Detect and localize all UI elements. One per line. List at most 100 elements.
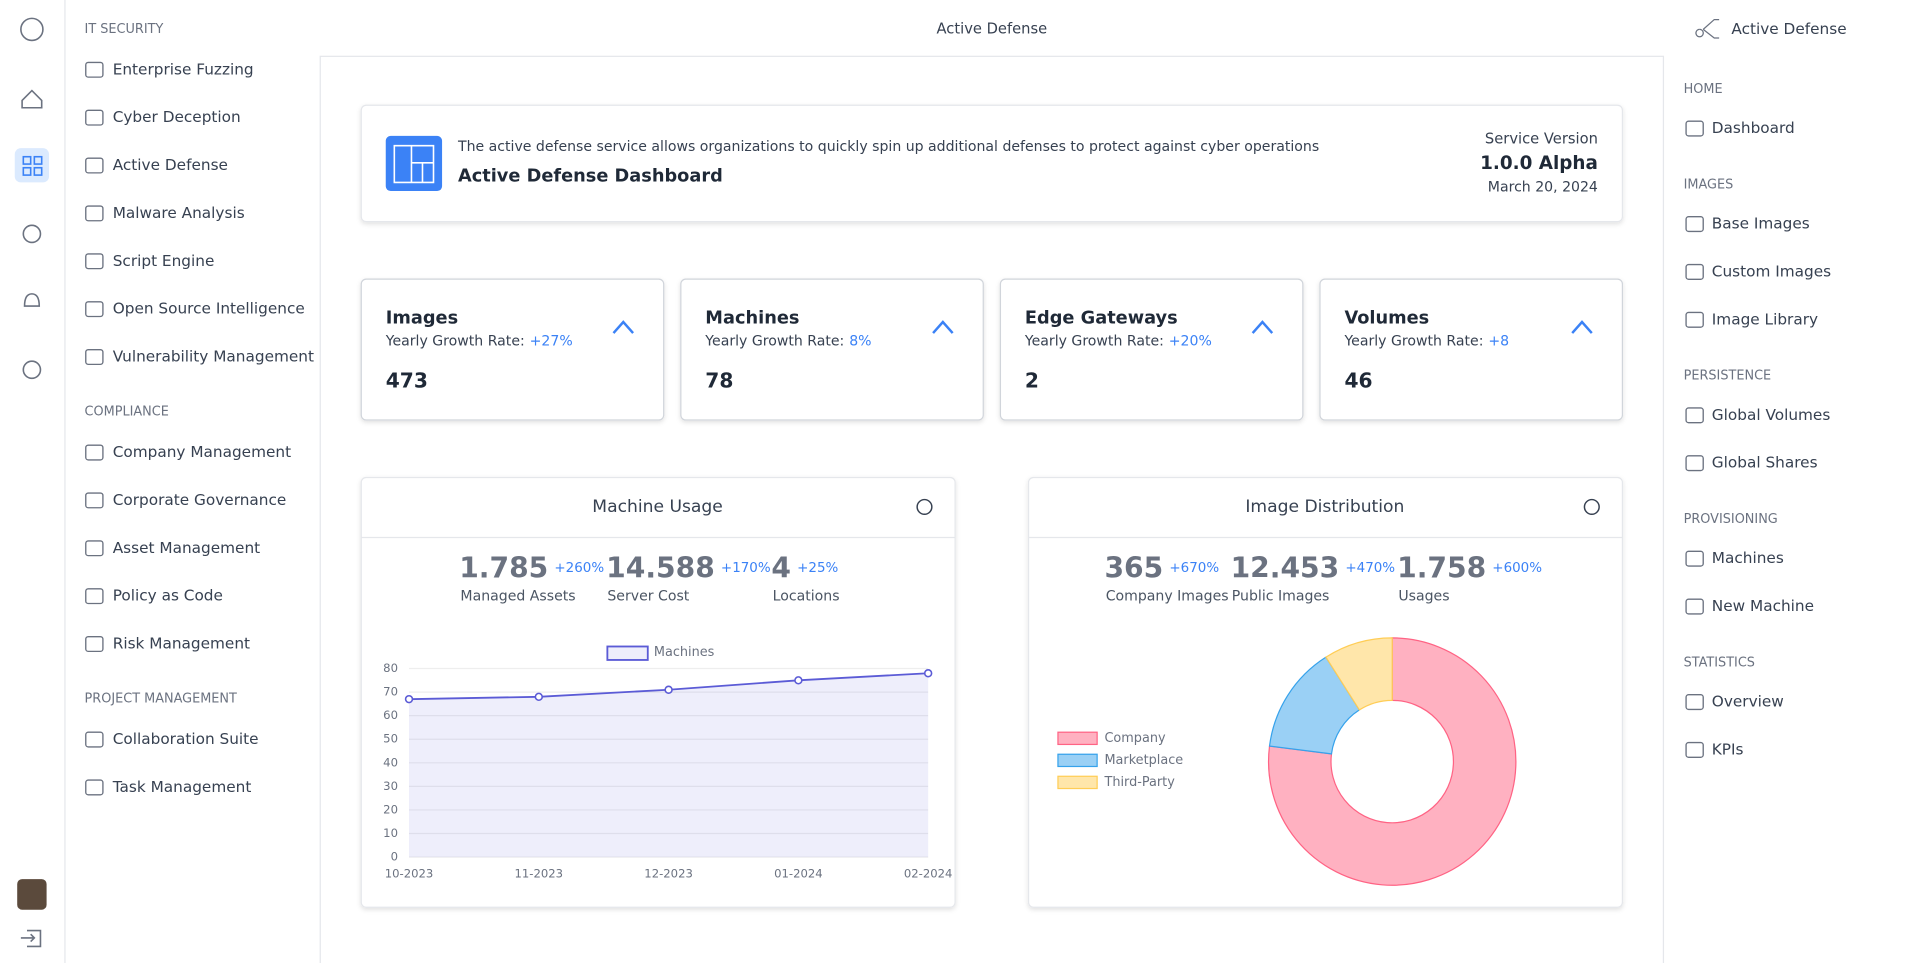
kpi-change: +260% <box>554 561 604 576</box>
x-tick-label: 12-2023 <box>644 867 693 881</box>
y-tick-label: 40 <box>383 755 398 769</box>
legend-label: Marketplace <box>1104 753 1183 768</box>
x-tick-label: 10-2023 <box>385 867 434 881</box>
nav-item[interactable]: Risk Management <box>113 635 250 653</box>
nav-item[interactable]: Collaboration Suite <box>113 730 259 748</box>
stat-growth: Yearly Growth Rate: +20% <box>1024 334 1212 350</box>
data-point <box>795 677 802 684</box>
nav-item[interactable]: KPIs <box>1712 740 1744 758</box>
x-tick-label: 11-2023 <box>515 867 564 881</box>
nav-item[interactable]: Overview <box>1712 693 1784 711</box>
nav-item[interactable]: Company Management <box>113 443 291 461</box>
legend-label: Company <box>1104 731 1166 746</box>
kpi-value: 12.453 <box>1231 551 1340 584</box>
kpi-change: +170% <box>721 561 771 576</box>
nav-section-title: IT SECURITY <box>85 22 164 37</box>
nav-item[interactable]: Open Source Intelligence <box>113 300 305 318</box>
nav-item[interactable]: Script Engine <box>113 252 215 270</box>
kpi-change: +25% <box>797 561 838 576</box>
growth-label: Yearly Growth Rate: <box>1343 334 1483 350</box>
stat-value: 2 <box>1025 369 1039 393</box>
kpi-value: 14.588 <box>606 551 715 584</box>
nav-item[interactable]: Corporate Governance <box>113 491 287 509</box>
right-nav-title[interactable]: Active Defense <box>1731 20 1846 38</box>
area-fill <box>409 673 928 857</box>
data-point <box>406 696 413 703</box>
kpi-value: 365 <box>1104 551 1163 584</box>
nav-item[interactable]: Cyber Deception <box>113 108 241 126</box>
kpi-change: +670% <box>1169 561 1219 576</box>
nav-item[interactable]: Active Defense <box>113 156 228 174</box>
growth-label: Yearly Growth Rate: <box>1024 334 1164 350</box>
nav-section-title: IMAGES <box>1684 177 1734 192</box>
y-tick-label: 80 <box>383 661 398 675</box>
legend-swatch <box>1058 776 1097 788</box>
active-bg <box>15 148 49 182</box>
nav-item[interactable]: Policy as Code <box>113 587 223 605</box>
legend-label: Machines <box>654 645 715 660</box>
y-tick-label: 10 <box>383 826 398 840</box>
stat-value: 78 <box>705 369 733 393</box>
growth-value: +27% <box>530 334 573 350</box>
nav-section-title: HOME <box>1684 82 1723 97</box>
page-title: Active Defense <box>937 20 1048 37</box>
avatar[interactable] <box>17 879 46 910</box>
stat-value: 46 <box>1344 369 1372 393</box>
growth-value: +8 <box>1488 334 1509 350</box>
x-tick-label: 01-2024 <box>774 867 823 881</box>
stat-value: 473 <box>386 369 428 393</box>
nav-section-title: COMPLIANCE <box>85 405 169 420</box>
nav-item[interactable]: Enterprise Fuzzing <box>113 60 254 78</box>
data-point <box>665 686 672 693</box>
nav-item[interactable]: Custom Images <box>1712 262 1831 280</box>
nav-section-title: STATISTICS <box>1684 655 1755 670</box>
nav-item[interactable]: Global Volumes <box>1712 406 1831 424</box>
kpi-value: 1.785 <box>459 551 548 584</box>
nav-item[interactable]: Vulnerability Management <box>113 348 314 366</box>
y-tick-label: 60 <box>383 708 398 722</box>
nav-item[interactable]: New Machine <box>1712 597 1814 615</box>
growth-value: 8% <box>849 334 871 350</box>
stat-title: Images <box>386 308 458 328</box>
stat-title: Volumes <box>1344 308 1429 328</box>
stat-growth: Yearly Growth Rate: +27% <box>385 334 573 350</box>
kpi-label: Usages <box>1398 588 1449 604</box>
y-tick-label: 50 <box>383 732 398 746</box>
kpi-label: Managed Assets <box>460 588 575 604</box>
nav-item[interactable]: Dashboard <box>1712 119 1795 137</box>
x-tick-label: 02-2024 <box>904 867 953 881</box>
kpi-value: 4 <box>771 551 791 584</box>
kpi-value: 1.758 <box>1397 551 1486 584</box>
banner-description: The active defense service allows organi… <box>457 139 1319 155</box>
legend-label: Third-Party <box>1103 775 1175 790</box>
nav-item[interactable]: Task Management <box>112 778 252 796</box>
stat-title: Machines <box>705 308 799 328</box>
growth-label: Yearly Growth Rate: <box>385 334 525 350</box>
version-date: March 20, 2024 <box>1488 179 1598 195</box>
card-title: Image Distribution <box>1245 497 1404 517</box>
data-point <box>925 670 932 677</box>
growth-value: +20% <box>1169 334 1212 350</box>
nav-item[interactable]: Base Images <box>1712 215 1810 233</box>
y-tick-label: 30 <box>383 779 398 793</box>
kpi-label: Company Images <box>1106 588 1229 604</box>
version: 1.0.0 Alpha <box>1480 153 1598 174</box>
legend-swatch <box>1058 732 1097 744</box>
kpi-change: +470% <box>1345 561 1395 576</box>
nav-item[interactable]: Machines <box>1712 549 1784 567</box>
nav-item[interactable]: Global Shares <box>1712 454 1818 472</box>
kpi-label: Public Images <box>1232 588 1330 604</box>
nav-item[interactable]: Image Library <box>1712 310 1818 328</box>
nav-item[interactable]: Malware Analysis <box>113 204 245 222</box>
data-point <box>535 693 542 700</box>
kpi-label: Server Cost <box>607 588 689 604</box>
legend-swatch <box>607 646 647 659</box>
y-tick-label: 20 <box>383 802 398 816</box>
nav-section-title: PROVISIONING <box>1684 512 1778 527</box>
nav-item[interactable]: Asset Management <box>113 539 260 557</box>
nav-section-title: PERSISTENCE <box>1684 369 1772 384</box>
nav-section-title: PROJECT MANAGEMENT <box>85 692 237 707</box>
card-title: Machine Usage <box>592 497 723 517</box>
